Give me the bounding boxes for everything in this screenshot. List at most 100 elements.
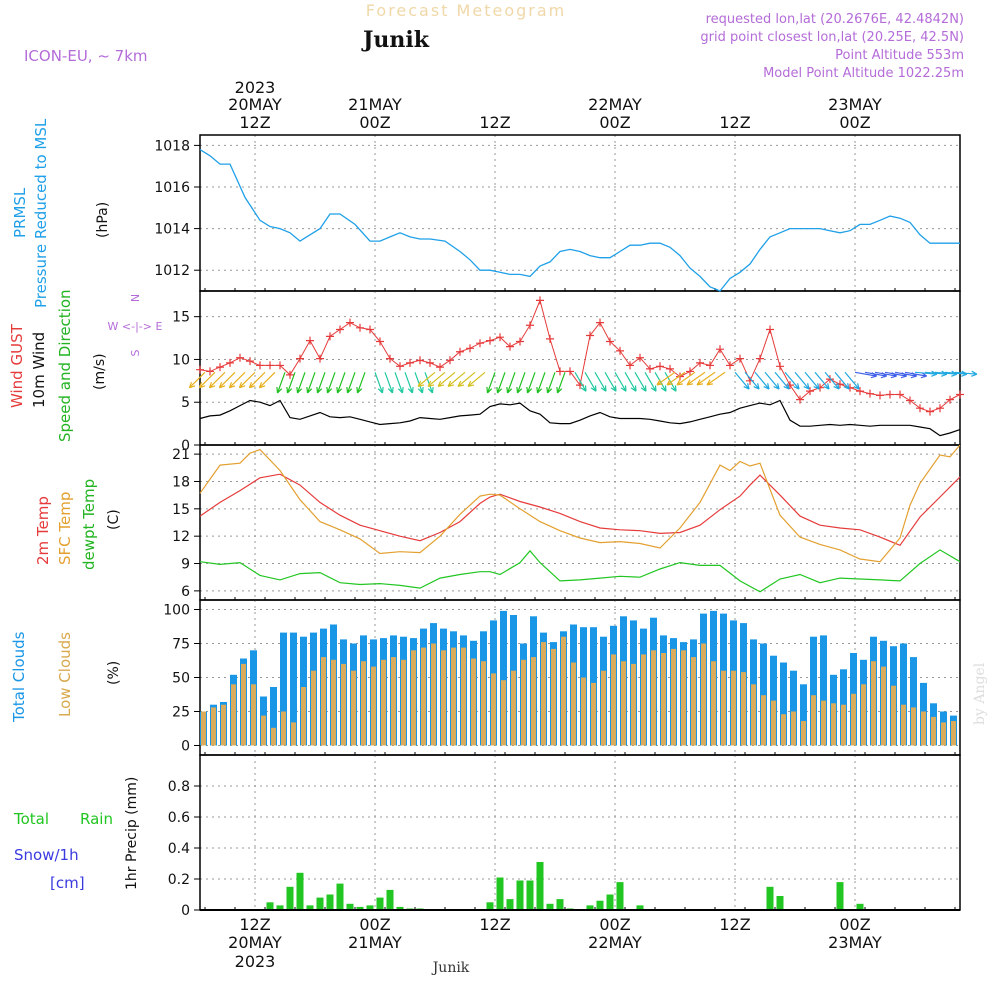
low-cloud-bar [341, 663, 346, 746]
wind-arrow [696, 371, 716, 386]
precip-bar [546, 903, 554, 910]
low-cloud-bar [381, 659, 386, 746]
wind-arrow [447, 371, 466, 387]
wind-labels: Wind GUST 10m Wind Speed and Direction (… [8, 289, 162, 442]
low-cloud-bar [661, 653, 666, 746]
wind-arrow [734, 371, 750, 390]
gust-marker [786, 381, 794, 390]
y-tick-label: 15 [172, 310, 190, 326]
y-tick-label: 1012 [154, 263, 190, 279]
pressure-reduced-label: Pressure Reduced to MSL [32, 118, 50, 308]
low-cloud-bar [471, 658, 476, 746]
low-cloud-bar [941, 722, 946, 746]
low-cloud-bar [531, 657, 536, 746]
gust-marker [296, 354, 304, 363]
y-tick-label: 0.2 [168, 872, 190, 888]
precip-bar [276, 905, 284, 910]
wind-arrow [336, 372, 346, 394]
bottom-time-l2: 21MAY [348, 933, 402, 952]
gust-marker [856, 387, 864, 396]
precip-bar [536, 862, 544, 910]
low-cloud-bar [271, 727, 276, 746]
y-tick-label: 18 [172, 474, 190, 490]
top-time-label: 12Z [479, 113, 510, 132]
wind-arrow [427, 371, 446, 387]
low-cloud-bar [561, 636, 566, 746]
bottom-time-l1: 12Z [479, 915, 510, 934]
precip-labels: Total Rain Snow/1h [cm] 1hr Precip (mm) [13, 777, 140, 892]
gust-marker [936, 404, 944, 413]
bottom-time-label: 12Z [719, 915, 750, 934]
low-cloud-bar [801, 721, 806, 746]
total-cloud-bar [820, 635, 827, 746]
bottom-time-l1: 12Z [239, 915, 270, 934]
low-cloud-bar [851, 693, 856, 746]
low-cloud-bar [211, 707, 216, 746]
wind-arrow [218, 371, 236, 389]
wind-arrow [188, 371, 206, 389]
y-tick-label: 25 [172, 704, 190, 720]
wind-arrow [258, 371, 276, 389]
wind-unit: (m/s) [92, 353, 108, 390]
wind-arrow [467, 371, 486, 387]
precip-unit: 1hr Precip (mm) [124, 777, 140, 890]
total-cloud-bar [780, 662, 787, 746]
low-cloud-bar [351, 670, 356, 746]
precip-bar [396, 906, 404, 910]
low-cloud-bar [501, 680, 506, 746]
low-cloud-bar [731, 670, 736, 746]
wind-arrow [506, 372, 516, 394]
bottom-time-l1: 00Z [839, 915, 870, 934]
low-cloud-bar [321, 657, 326, 746]
gust-marker [536, 296, 544, 305]
gust-marker [876, 391, 884, 400]
y-tick-label: 0 [181, 738, 190, 754]
gust-marker [696, 358, 704, 367]
gust-marker [366, 325, 374, 334]
gust-marker [646, 364, 654, 373]
precip-bar [296, 872, 304, 910]
y-tick-label: 0 [181, 438, 190, 454]
wind-arrow [814, 371, 830, 390]
top-time-l2: 23MAY [828, 95, 882, 114]
gust-marker [906, 396, 914, 405]
low-cloud-bar [651, 650, 656, 746]
wind-arrow [834, 371, 850, 390]
low-cloud-bar [821, 700, 826, 746]
total-cloud-bar [760, 643, 767, 746]
gust-marker [436, 363, 444, 372]
low-cloud-bar [291, 722, 296, 746]
low-cloud-bar [261, 715, 266, 746]
precip-bar [616, 882, 624, 910]
low-cloud-bar [871, 661, 876, 746]
low-cloud-bar [481, 661, 486, 746]
wind-arrow [437, 371, 456, 387]
gust-marker [676, 372, 684, 381]
gust-marker [606, 337, 614, 346]
wind-arrow [854, 371, 878, 379]
top-time-label: 12Z [719, 113, 750, 132]
y-tick-label: 100 [163, 603, 190, 619]
y-tick-label: 5 [181, 395, 190, 411]
bottom-time-label: 12Z [479, 915, 510, 934]
wind-arrow [394, 372, 404, 394]
low-cloud-bar [631, 663, 636, 746]
wind-arrow [774, 371, 790, 390]
snow-unit-label: [cm] [50, 874, 85, 892]
low-cloud-bar [691, 657, 696, 746]
precip-bar [596, 900, 604, 910]
chart-title: Forecast Meteogram [366, 1, 566, 20]
gust-marker [456, 347, 464, 356]
low-cloud-bar [921, 711, 926, 746]
low-cloud-bar [931, 716, 936, 746]
wind-arrow [374, 372, 384, 394]
wind-arrow [574, 371, 587, 392]
gust-marker [256, 361, 264, 370]
total-cloud-bar [800, 684, 807, 746]
temp-unit: (C) [106, 509, 122, 530]
wind-arrow [844, 371, 860, 390]
gust-marker [486, 336, 494, 345]
total-cloud-bar [900, 643, 907, 746]
